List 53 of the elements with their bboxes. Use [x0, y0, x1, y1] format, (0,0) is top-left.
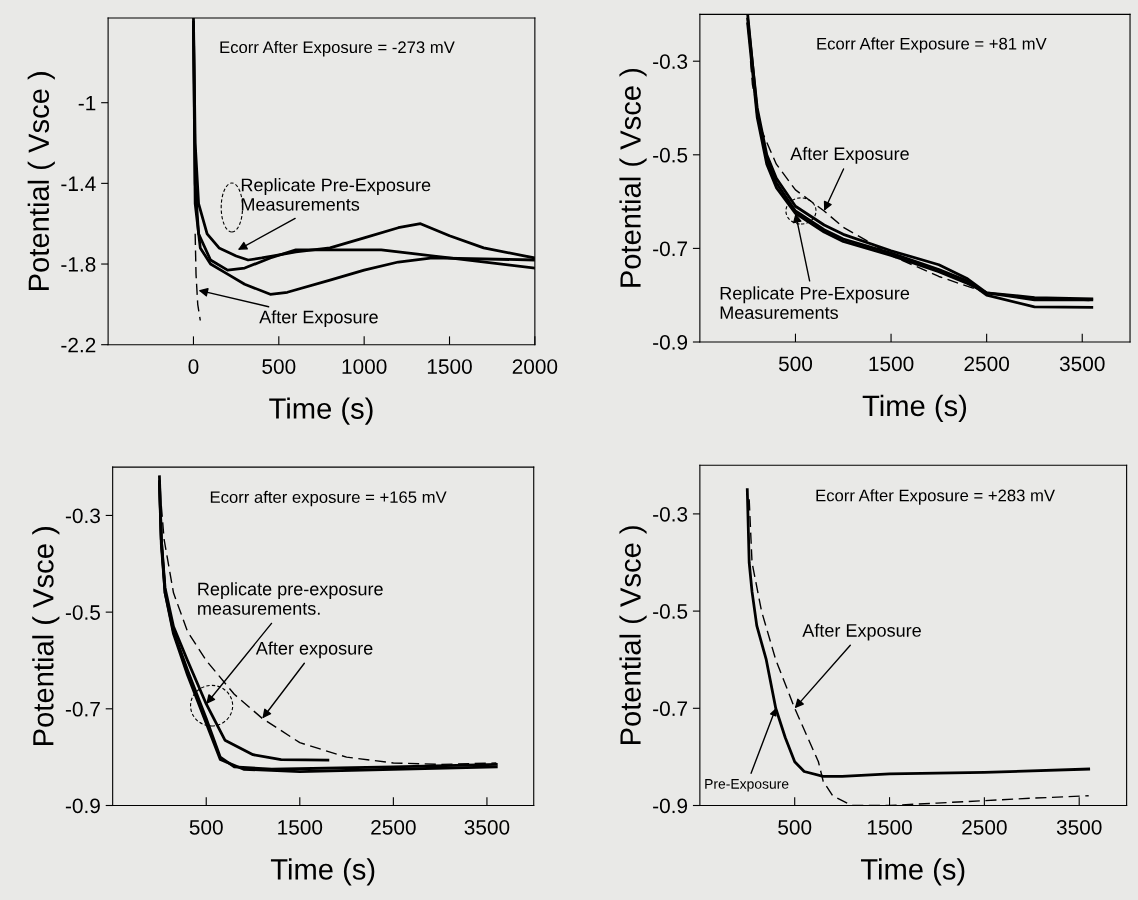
annotation: After Exposure	[790, 146, 909, 164]
y-tick-label: -0.7	[653, 241, 688, 257]
annotation: Ecorr After Exposure = +81 mV	[817, 37, 1047, 53]
x-tick-label: 3500	[464, 819, 510, 835]
y-tick-label: -0.9	[65, 798, 100, 814]
x-tick-label: 2000	[512, 359, 558, 374]
y-tick-label: -0.7	[653, 701, 688, 717]
y-tick-label: -0.5	[653, 604, 688, 619]
annotation: Ecorr after exposure = +165 mV	[210, 490, 447, 507]
x-tick-label: 500	[262, 359, 296, 374]
y-tick-label: -0.9	[653, 335, 688, 350]
y-axis-title: Potential ( Vsce )	[32, 527, 60, 745]
x-tick-label: 1500	[867, 819, 912, 835]
y-axis-title: Potential ( Vsce )	[27, 72, 55, 290]
y-axis-title: Potential ( Vsce )	[619, 68, 647, 287]
x-tick-label: 1000	[342, 359, 387, 374]
y-tick-label: -0.3	[653, 506, 688, 522]
x-tick-label: 500	[778, 819, 812, 835]
x-axis-title: Time (s)	[862, 394, 967, 422]
y-tick-label: -0.5	[65, 605, 100, 620]
y-tick-label: -1.4	[61, 176, 96, 191]
x-axis-title: Time (s)	[270, 858, 375, 886]
x-axis-title: Time (s)	[269, 397, 373, 425]
y-axis-title: Potential ( Vsce )	[619, 526, 647, 745]
annotation: After Exposure	[259, 310, 378, 327]
y-tick-label: -1	[78, 95, 96, 111]
y-tick-label: -0.5	[653, 147, 688, 163]
annotation: After exposure	[255, 641, 373, 659]
y-tick-label: -0.9	[653, 798, 688, 814]
annotation: Ecorr After Exposure = +283 mV	[816, 489, 1055, 505]
annotation: Replicate Pre-Exposure Measurements	[241, 178, 431, 211]
x-tick-label: 500	[189, 819, 223, 835]
annotation: Ecorr After Exposure = -273 mV	[220, 40, 455, 57]
y-tick-label: -0.3	[653, 54, 688, 69]
y-tick-label: -2.2	[61, 337, 96, 353]
x-tick-label: 2500	[962, 819, 1007, 835]
x-axis-title: Time (s)	[860, 858, 965, 886]
y-tick-label: -0.3	[65, 508, 100, 524]
annotation: Replicate Pre-Exposure Measurements	[720, 286, 910, 320]
x-tick-label: 2500	[964, 356, 1010, 372]
x-tick-label: 3500	[1056, 819, 1102, 835]
annotation: Pre-Exposure	[705, 779, 789, 792]
x-tick-label: 0	[188, 359, 199, 374]
x-tick-label: 500	[778, 356, 813, 372]
x-tick-label: 3500	[1059, 356, 1105, 372]
x-tick-label: 1500	[869, 356, 914, 372]
annotation: Replicate pre-exposure measurements.	[198, 582, 383, 615]
x-tick-label: 1500	[427, 359, 472, 374]
annotation: After Exposure	[802, 623, 921, 641]
y-tick-label: -0.7	[65, 701, 100, 717]
y-tick-label: -1.8	[61, 257, 96, 272]
x-tick-label: 2500	[371, 819, 416, 835]
x-tick-label: 1500	[278, 819, 323, 835]
